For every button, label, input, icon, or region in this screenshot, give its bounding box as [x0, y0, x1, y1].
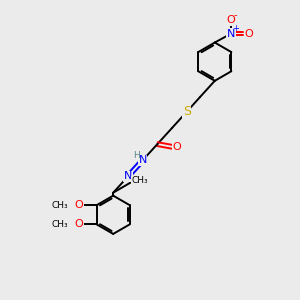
Text: CH₃: CH₃ — [51, 201, 68, 210]
Text: N: N — [227, 29, 235, 39]
Text: -: - — [234, 10, 237, 20]
Text: H: H — [133, 151, 140, 160]
Text: +: + — [232, 25, 238, 34]
Text: O: O — [75, 219, 83, 229]
Text: O: O — [75, 200, 83, 210]
Text: O: O — [173, 142, 182, 152]
Text: N: N — [124, 172, 132, 182]
Text: O: O — [226, 15, 235, 26]
Text: CH₃: CH₃ — [131, 176, 148, 185]
Text: N: N — [139, 155, 147, 165]
Text: S: S — [183, 105, 191, 118]
Text: CH₃: CH₃ — [51, 220, 68, 229]
Text: O: O — [244, 29, 253, 39]
